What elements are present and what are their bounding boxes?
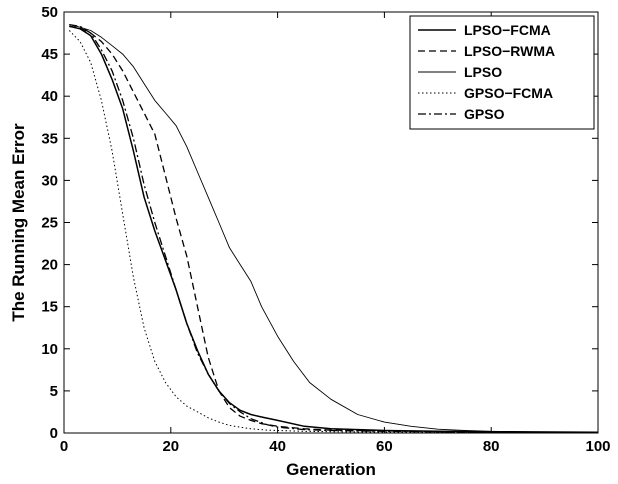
legend-label: GPSO	[464, 106, 505, 122]
legend-box	[409, 15, 595, 130]
x-axis-label: Generation	[286, 460, 376, 479]
y-tick-label: 15	[41, 299, 58, 316]
x-tick-label: 80	[483, 438, 500, 455]
series-line-1	[69, 25, 599, 433]
series-line-4	[69, 23, 598, 433]
x-tick-label: 40	[269, 438, 286, 455]
y-tick-label: 40	[41, 88, 58, 105]
ticks-layer: 0 20 40 60 80 100 0 5 10 15 20 25 30 35 40 45 50	[41, 4, 610, 455]
x-tick-label: 0	[60, 438, 68, 455]
legend-label: LPSO	[464, 64, 502, 80]
y-tick-label: 50	[41, 4, 58, 21]
x-tick-label: 20	[162, 438, 179, 455]
legend-label: GPSO−FCMA	[464, 85, 553, 101]
y-tick-label: 25	[41, 215, 58, 232]
x-tick-label: 60	[376, 438, 393, 455]
y-tick-label: 30	[41, 172, 58, 189]
x-tick-label: 100	[585, 438, 610, 455]
y-axis-label: The Running Mean Error	[9, 123, 28, 322]
y-tick-label: 20	[41, 257, 58, 274]
series-layer	[68, 23, 599, 434]
y-tick-label: 45	[41, 46, 58, 63]
y-tick-label: 10	[41, 341, 58, 358]
legend: LPSO−FCMA LPSO−RWMA LPSO GPSO−FCMA GPSO	[409, 15, 595, 130]
y-tick-label: 35	[41, 130, 58, 147]
series-line-3	[68, 30, 598, 434]
legend-label: LPSO−RWMA	[464, 43, 555, 59]
series-line-2	[69, 24, 598, 433]
legend-label: LPSO−FCMA	[464, 22, 551, 38]
y-tick-label: 5	[50, 383, 58, 400]
y-tick-label: 0	[50, 425, 58, 442]
